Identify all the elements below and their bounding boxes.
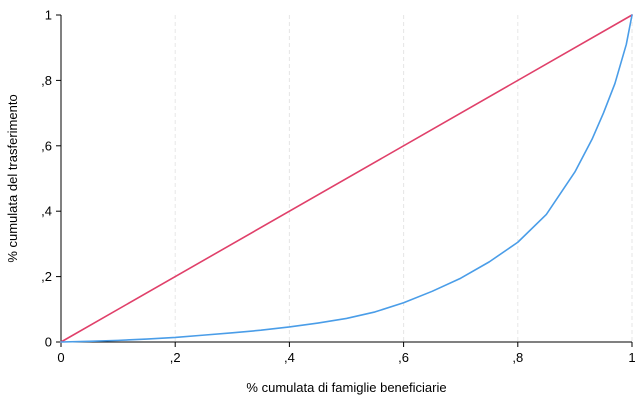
x-tick-label-2: ,4: [284, 350, 295, 365]
y-tick-label-1: ,2: [41, 269, 52, 284]
y-tick-label-4: ,8: [41, 73, 52, 88]
x-axis-title: % cumulata di famiglie beneficiarie: [246, 380, 446, 395]
series-line-1: [60, 14, 633, 343]
x-tick-label-5: 1: [628, 350, 635, 365]
x-tick-label-3: ,6: [398, 350, 409, 365]
y-axis-title: % cumulata del trasferimento: [5, 94, 20, 262]
x-tick-label-0: 0: [57, 350, 64, 365]
y-tick-label-5: 1: [45, 8, 52, 23]
y-tick-label-2: ,4: [41, 204, 52, 219]
axis-layer: 0 ,2 ,4 ,6 ,8 1 0 ,2 ,4 ,6 ,8 1: [41, 8, 635, 366]
y-tick-label-3: ,6: [41, 138, 52, 153]
x-tick-label-4: ,8: [512, 350, 523, 365]
y-tick-label-0: 0: [45, 335, 52, 350]
series-line-0: [60, 14, 633, 343]
x-tick-label-1: ,2: [170, 350, 181, 365]
series-layer: [60, 14, 633, 343]
